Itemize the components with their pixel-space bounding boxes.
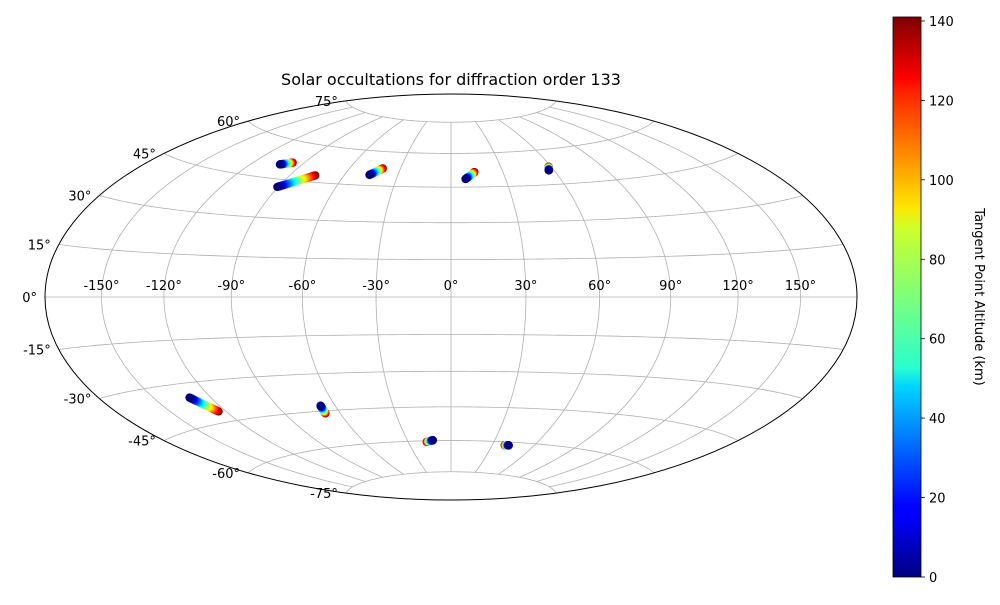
colorbar-tick-label: 40 [929, 412, 946, 427]
occultation-track [461, 167, 479, 184]
lat-tick-label: 75° [315, 95, 338, 110]
parallel-line [99, 370, 803, 399]
colorbar-gradient [892, 16, 922, 578]
lat-tick-label: -15° [23, 344, 51, 359]
lat-tick-label: -45° [128, 435, 156, 450]
data-point [275, 160, 285, 169]
longitude-tick-labels: -150° -120° -90° -60° -30° 0° 30° 60° 90° 120° 150… [83, 279, 816, 294]
parallel-line [345, 471, 557, 494]
occultation-track [544, 162, 554, 175]
graticule [45, 100, 857, 494]
colorbar-ticks: 0 20 40 60 80 100 120 140 [921, 15, 954, 586]
colorbar-tick-label: 20 [929, 492, 946, 507]
lon-tick-label: 150° [785, 279, 816, 294]
colorbar-tick-label: 60 [929, 333, 946, 348]
parallel-line [58, 244, 844, 260]
lon-tick-label: -60° [289, 279, 317, 294]
occultation-track [365, 164, 387, 180]
occultation-track [273, 171, 320, 192]
parallel-line [58, 334, 844, 350]
colorbar: 0 20 40 60 80 100 120 140 Tangent Point Altitud… [892, 15, 986, 586]
lon-tick-label: -90° [217, 279, 245, 294]
parallel-line [99, 195, 803, 224]
lat-tick-label: 15° [28, 239, 51, 254]
colorbar-tick-label: 80 [929, 253, 946, 268]
data-point [185, 393, 194, 402]
lon-tick-label: 120° [722, 279, 753, 294]
parallel-line [247, 120, 655, 154]
data-point [428, 436, 438, 445]
occultation-track [422, 436, 438, 447]
colorbar-tick-label: 0 [929, 571, 937, 586]
lon-tick-label: -150° [83, 279, 119, 294]
lon-tick-label: 0° [444, 279, 459, 294]
parallel-line [163, 406, 739, 441]
occultation-track [500, 440, 513, 450]
lon-tick-label: 60° [588, 279, 611, 294]
lat-tick-label: -60° [212, 467, 240, 482]
parallel-line [247, 440, 655, 474]
data-point [504, 441, 513, 450]
colorbar-tick-label: 120 [929, 94, 954, 109]
lat-tick-label: 60° [217, 115, 240, 130]
data-point [365, 170, 374, 180]
colorbar-tick-label: 140 [929, 15, 954, 30]
lat-tick-label: -30° [64, 393, 92, 408]
lon-tick-label: -30° [362, 279, 390, 294]
parallel-line [163, 153, 739, 188]
lon-tick-label: -120° [146, 279, 182, 294]
data-point [273, 182, 282, 192]
lat-tick-label: 45° [133, 148, 156, 163]
parallel-line [345, 100, 557, 123]
occultation-track [185, 393, 223, 416]
lon-tick-label: 90° [659, 279, 682, 294]
occultation-track [275, 158, 297, 169]
lat-tick-label: 0° [22, 291, 37, 306]
latitude-tick-labels: 75°60°45°30°15°0°-15°-30°-45°-60°-75° [22, 95, 338, 502]
data-point [544, 166, 554, 175]
occultation-points [185, 158, 554, 450]
lat-tick-label: 30° [68, 190, 91, 205]
lon-tick-label: 30° [514, 279, 537, 294]
chart-title: Solar occultations for diffraction order… [281, 70, 621, 89]
map-boundary [44, 93, 858, 501]
data-point [316, 401, 325, 410]
data-point [461, 174, 470, 184]
colorbar-label: Tangent Point Altitude (km) [971, 207, 986, 385]
colorbar-tick-label: 100 [929, 174, 954, 189]
occultation-track [316, 401, 330, 418]
